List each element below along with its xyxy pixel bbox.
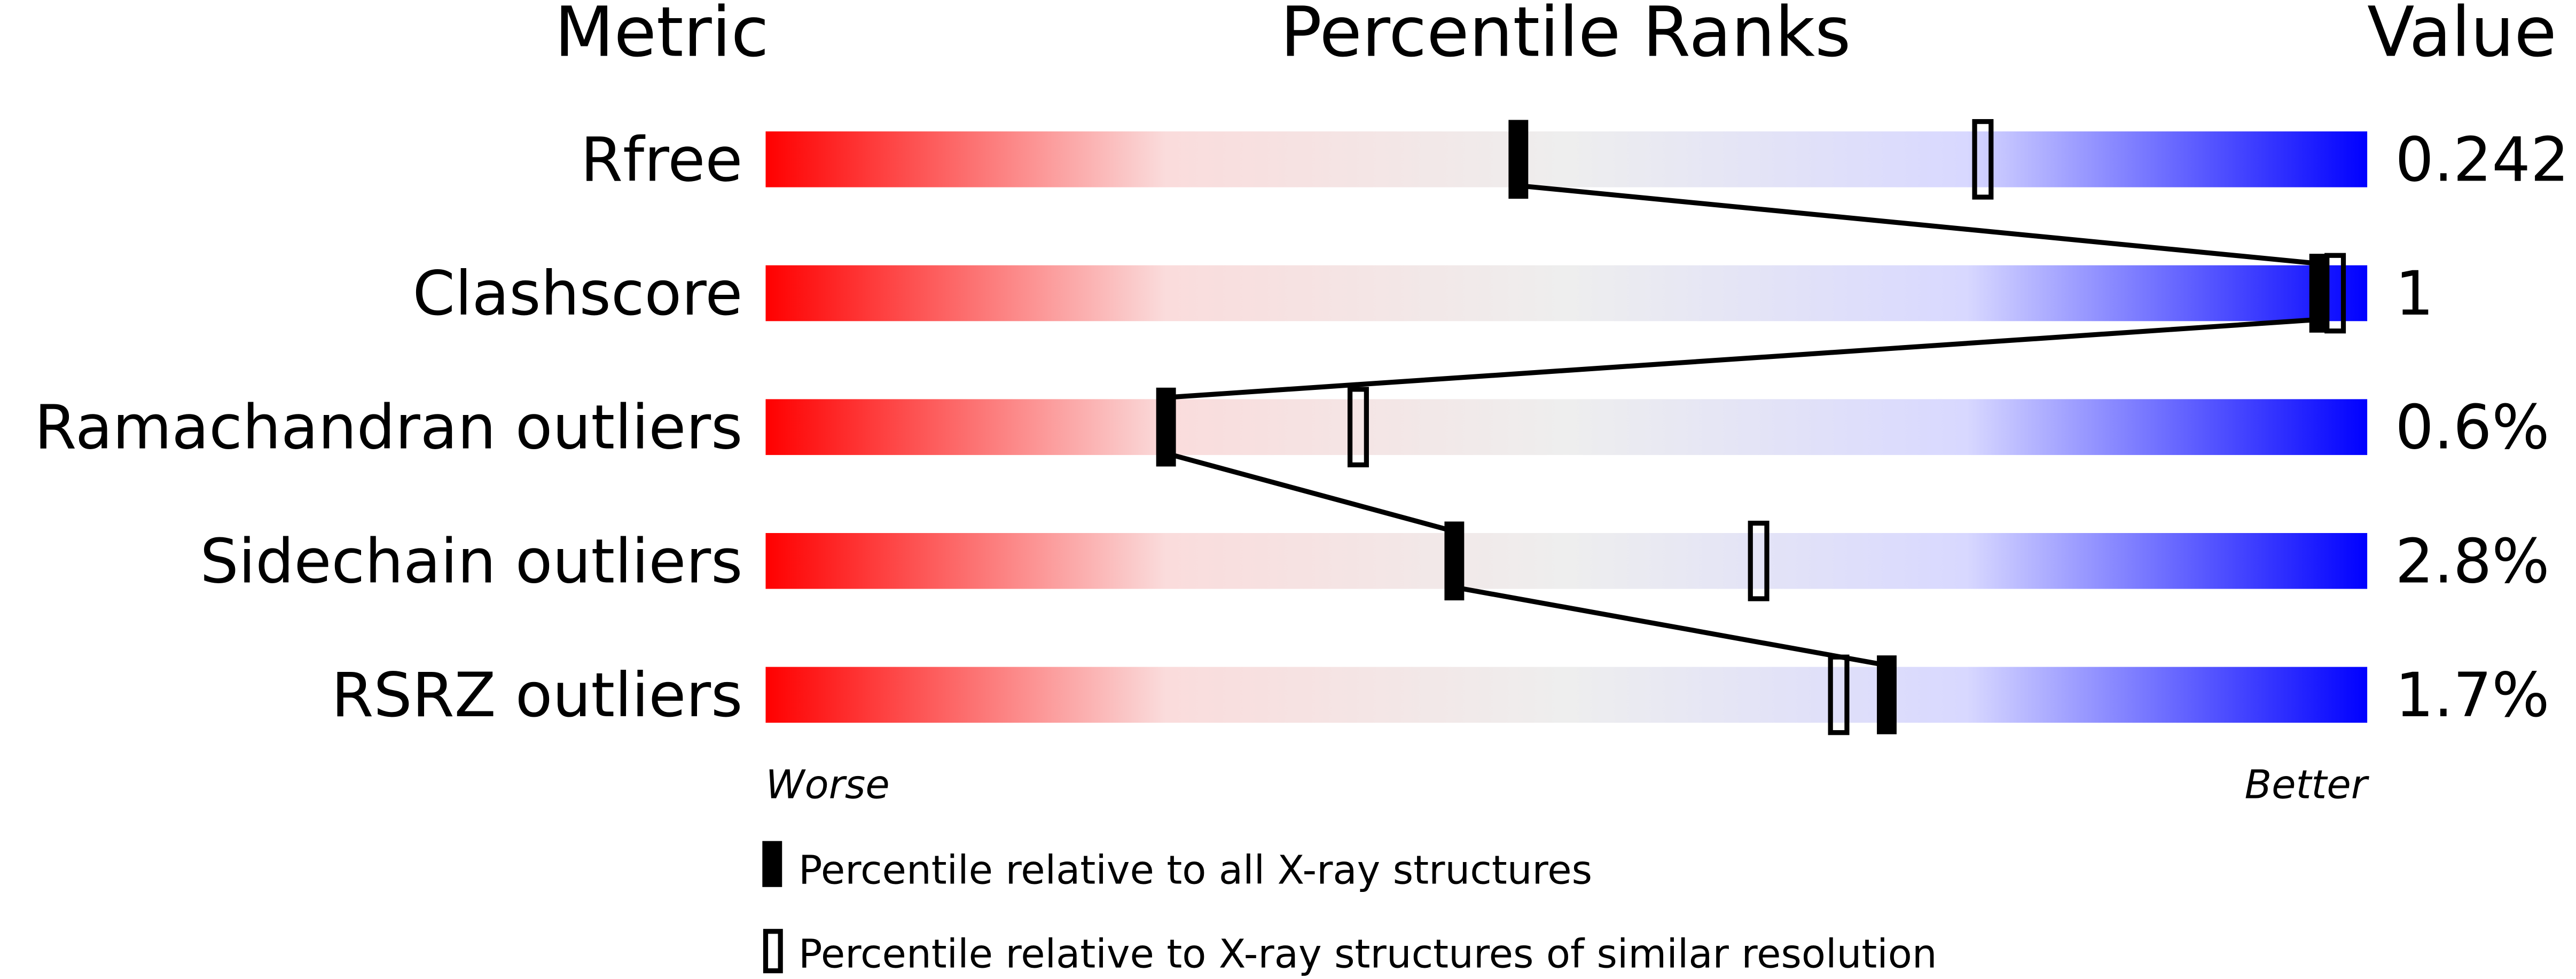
marker-similar-resolution <box>1748 520 1769 601</box>
axis-label-worse: Worse <box>765 762 889 808</box>
marker-similar-resolution <box>1972 119 1994 200</box>
connector-line <box>1165 451 1455 534</box>
header-value: Value <box>2367 0 2557 73</box>
metric-value: 1.7% <box>2395 660 2549 731</box>
header-metric: Metric <box>554 0 769 73</box>
percentile-bar <box>765 399 2368 455</box>
legend-filled-marker-icon <box>762 841 782 887</box>
connector-line <box>1454 584 1888 668</box>
metric-value: 0.6% <box>2395 392 2549 463</box>
metric-label: Ramachandran outliers <box>34 392 742 463</box>
percentile-bar <box>765 533 2368 589</box>
percentile-bar <box>765 667 2368 723</box>
metric-value: 1 <box>2395 258 2433 329</box>
percentile-bar <box>765 131 2368 187</box>
marker-all-structures <box>1877 655 1897 734</box>
header-percentile-ranks: Percentile Ranks <box>1280 0 1851 73</box>
connector-line <box>1518 183 2320 267</box>
percentile-bar <box>765 265 2368 322</box>
metric-label: Rfree <box>581 124 742 195</box>
metric-label: Sidechain outliers <box>200 526 742 597</box>
legend-label-all: Percentile relative to all X-ray structu… <box>798 848 1592 894</box>
axis-label-better: Better <box>2244 762 2369 808</box>
metric-label: Clashscore <box>413 258 743 329</box>
metric-value: 0.242 <box>2395 124 2569 195</box>
marker-similar-resolution <box>1347 387 1369 467</box>
connector-line <box>1165 317 2320 400</box>
legend-open-marker-icon <box>763 929 783 974</box>
metric-value: 2.8% <box>2395 526 2549 597</box>
metric-label: RSRZ outliers <box>331 660 742 731</box>
legend-label-similar: Percentile relative to X-ray structures … <box>798 931 1937 977</box>
